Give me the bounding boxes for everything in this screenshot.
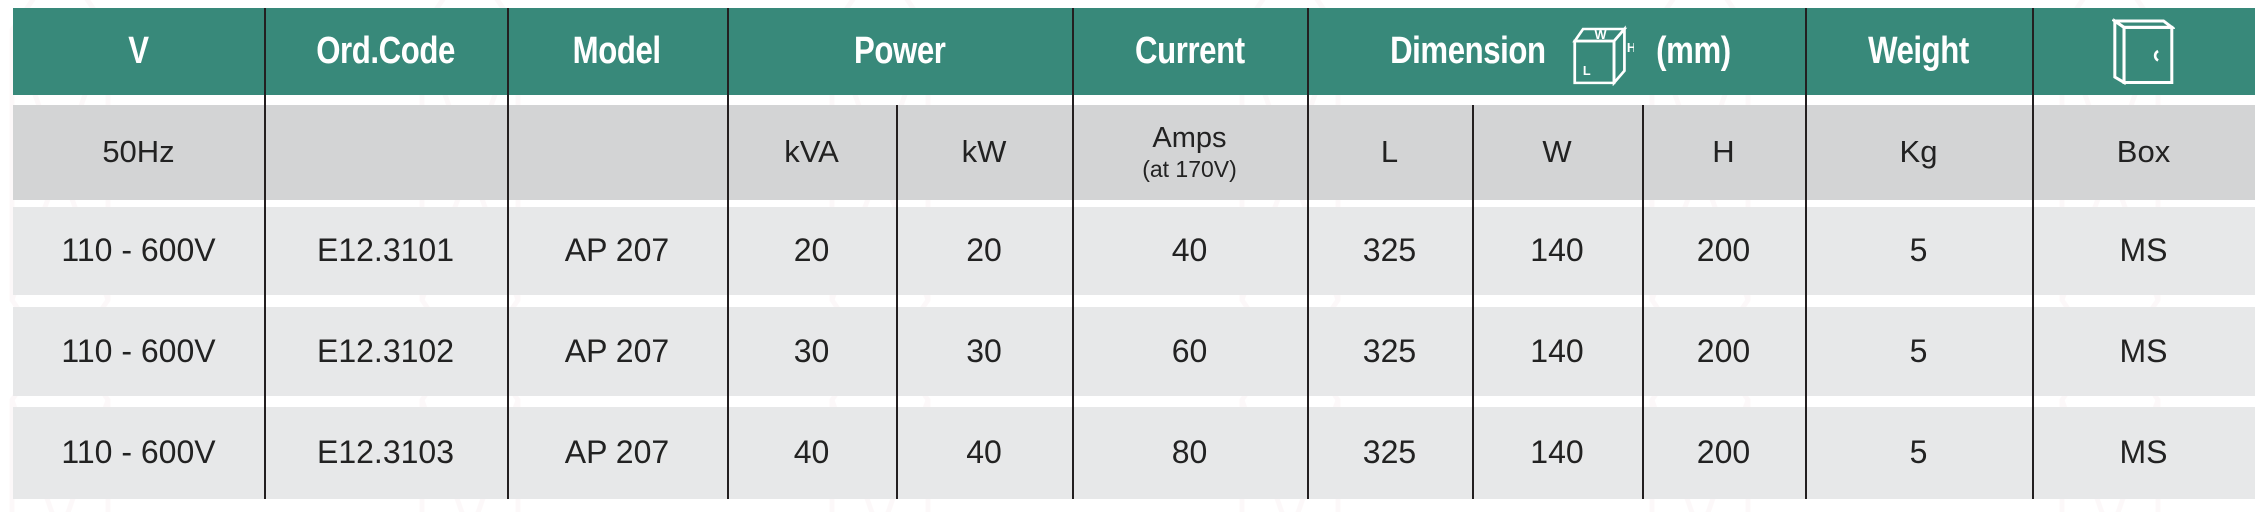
svg-text:H: H: [1627, 40, 1634, 55]
svg-text:W: W: [1595, 27, 1608, 42]
svg-text:L: L: [1583, 62, 1591, 77]
